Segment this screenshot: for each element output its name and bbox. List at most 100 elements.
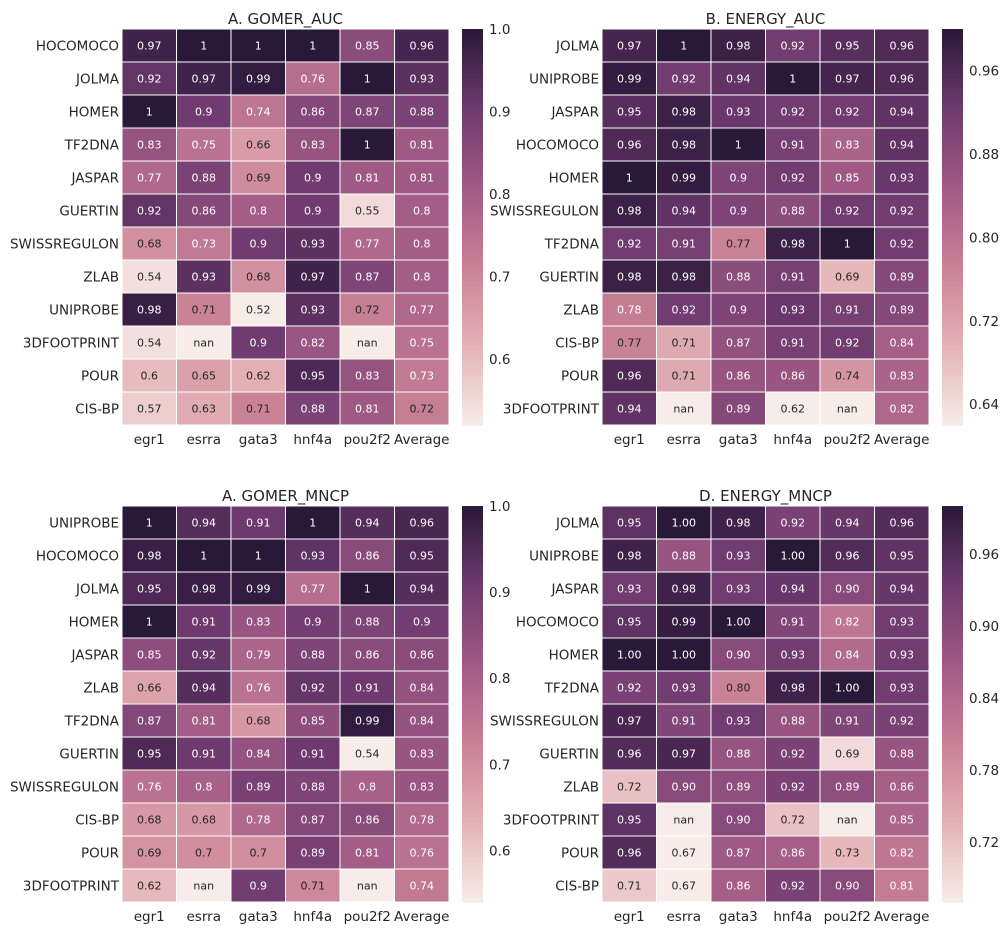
colorbar-strip (942, 827, 963, 834)
row-label: JASPAR (551, 582, 599, 598)
heatmap-cell (339, 94, 395, 129)
heatmap-cell (121, 538, 177, 573)
cell-value-label: 0.91 (835, 715, 860, 728)
colorbar-strip (462, 773, 483, 779)
colorbar-strip (942, 550, 963, 557)
cell-value-label: nan (837, 814, 858, 827)
cell-value-label: 0.83 (835, 139, 860, 152)
heatmap-cell (121, 703, 177, 738)
row-label: GUERTIN (539, 747, 599, 763)
heatmap-cell (176, 94, 232, 129)
heatmap-cell (819, 736, 875, 771)
heatmap-cell (819, 637, 875, 672)
colorbar-strip (462, 98, 483, 104)
cell-value-label: 1 (735, 139, 742, 152)
cell-value-label: 0.93 (890, 649, 915, 662)
cell-value-label: 0.71 (192, 304, 217, 317)
heatmap-cell (874, 193, 930, 228)
heatmap-cell (121, 226, 177, 261)
heatmap-cell (230, 769, 286, 804)
colorbar-strip (462, 738, 483, 745)
colorbar-strip (462, 555, 483, 562)
cell-value-label: 0.62 (246, 370, 271, 383)
colorbar-strip (942, 807, 963, 814)
cell-value-label: 0.75 (410, 337, 435, 350)
colorbar-strip (942, 251, 963, 258)
cell-value-label: nan (357, 337, 378, 350)
colorbar-strip (942, 78, 963, 85)
cell-value-label: 0.85 (301, 715, 326, 728)
colorbar-strip (462, 788, 483, 794)
heatmap-cell (710, 325, 766, 360)
column-label: pou2f2 (344, 432, 391, 448)
colorbar-strip (942, 609, 963, 616)
colorbar-strip (462, 83, 483, 89)
cell-value-label: 0.84 (835, 649, 860, 662)
colorbar-strip (942, 137, 963, 144)
colorbar-strip (462, 261, 483, 268)
heatmap-cell (339, 670, 395, 705)
cell-value-label: 0.90 (672, 781, 697, 794)
cell-value-label: 0.98 (617, 550, 642, 563)
cell-value-label: 0.66 (246, 139, 271, 152)
colorbar-strip (462, 395, 483, 401)
colorbar-strip (942, 335, 963, 342)
colorbar-strip (942, 212, 963, 218)
colorbar-strip (462, 847, 483, 854)
heatmap-cell (394, 538, 450, 573)
heatmap-cell (710, 670, 766, 705)
cell-value-label: 0.93 (781, 649, 806, 662)
colorbar-strip (942, 728, 963, 735)
heatmap-cell (601, 292, 657, 327)
cell-value-label: 0.94 (890, 583, 915, 596)
colorbar-strip (462, 172, 483, 179)
heatmap-cell (874, 391, 930, 426)
cell-value-label: 0.88 (301, 781, 326, 794)
heatmap-cell (874, 637, 930, 672)
cell-value-label: 0.75 (192, 139, 217, 152)
heatmap-cell (121, 127, 177, 162)
cell-value-label: 0.88 (726, 271, 751, 284)
colorbar-strip (462, 595, 483, 601)
cell-value-label: 0.98 (781, 238, 806, 251)
colorbar-strip (942, 634, 963, 641)
colorbar-strip (462, 832, 483, 839)
heatmap-cell (601, 193, 657, 228)
colorbar-strip (942, 798, 963, 804)
colorbar-strip (942, 590, 963, 596)
cell-value-label: 0.92 (781, 781, 806, 794)
heatmap-cell (765, 259, 821, 294)
cell-value-label: 0.71 (672, 370, 697, 383)
heatmap-cell (339, 292, 395, 327)
column-label: esrra (187, 909, 221, 925)
heatmap-cell (394, 226, 450, 261)
heatmap-cell (656, 769, 712, 804)
colorbar-strip (942, 832, 963, 839)
heatmap-cell (656, 325, 712, 360)
colorbar-strip (942, 321, 963, 327)
cell-value-label: 0.71 (672, 337, 697, 350)
colorbar-tick-label: 0.9 (489, 585, 510, 601)
cell-value-label: 0.95 (835, 40, 860, 53)
cell-value-label: 0.69 (835, 271, 860, 284)
cell-value-label: 0.86 (355, 649, 380, 662)
cell-value-label: 0.88 (781, 205, 806, 218)
heatmap-cell (874, 325, 930, 360)
heatmap-cell (176, 28, 232, 63)
cell-value-label: 0.88 (781, 715, 806, 728)
heatmap-cell (656, 835, 712, 870)
colorbar-strip (942, 58, 963, 65)
heatmap-cell (601, 127, 657, 162)
heatmap-cell (656, 226, 712, 261)
heatmap-cell (819, 28, 875, 63)
cell-value-label: 0.54 (355, 748, 380, 761)
colorbar-strip (942, 29, 963, 35)
colorbar-strip (942, 773, 963, 779)
colorbar-strip (462, 271, 483, 278)
heatmap-cell (601, 571, 657, 606)
colorbar-strip (942, 525, 963, 532)
colorbar-strip (462, 222, 483, 228)
colorbar-strip (462, 798, 483, 804)
cell-value-label: 1 (146, 106, 153, 119)
colorbar-strip (462, 187, 483, 193)
